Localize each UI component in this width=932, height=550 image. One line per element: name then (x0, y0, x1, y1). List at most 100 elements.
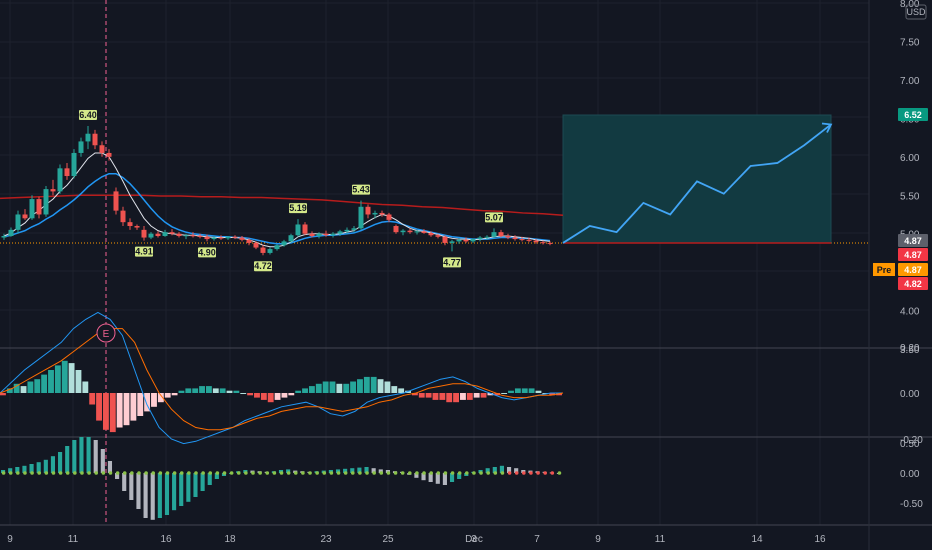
macd-axis[interactable]: 0.20 0.00 -0.20 (900, 343, 923, 446)
candle-body (50, 189, 56, 192)
oscillator-zero-dot (393, 471, 398, 475)
oscillator-zero-dot (350, 471, 355, 475)
oscillator-zero-dot (30, 471, 34, 475)
oscillator-bar (506, 467, 512, 473)
candle-body (113, 191, 119, 211)
oscillator-zero-dot (550, 471, 555, 475)
candle-body (267, 249, 273, 253)
oscillator-bar (65, 446, 70, 473)
oscillator-zero-dot (51, 471, 56, 475)
oscillator-zero-dot (44, 471, 49, 475)
candle-body (232, 236, 238, 238)
candle-body (176, 233, 182, 237)
macd-histogram-bar (260, 393, 267, 400)
oscillator-bar (186, 473, 191, 502)
macd-histogram-bar (68, 363, 75, 393)
candle-body (337, 231, 343, 234)
macd-histogram-bar (185, 388, 192, 393)
candle-body (309, 233, 315, 237)
oscillator-zero-dot (130, 471, 134, 475)
macd-histogram-bar (54, 365, 61, 393)
candle-body (512, 237, 518, 240)
price-tick: 4.00 (900, 307, 920, 318)
oscillator-zero-dot (343, 471, 348, 475)
oscillator-bar (200, 473, 205, 491)
macd-histogram-bar (212, 388, 219, 393)
price-tick: 7.50 (900, 37, 920, 48)
macd-histogram-bar (89, 393, 96, 405)
oscillator-indicator (1, 437, 562, 520)
oscillator-zero-dot (172, 471, 177, 475)
candle-body (449, 241, 455, 243)
oscillator-zero-dot (479, 471, 483, 475)
candle-body (127, 222, 133, 227)
macd-histogram-bar (178, 390, 185, 393)
projection-box[interactable] (562, 114, 832, 244)
candle-body (470, 239, 476, 242)
oscillator-zero-dot (286, 471, 291, 475)
oscillator-zero-dot (272, 471, 277, 475)
macd-indicator (0, 311, 564, 445)
oscillator-bar (86, 437, 91, 473)
oscillator-bar (364, 467, 369, 473)
osc-axis[interactable]: 0.50 0.00 -0.50 (900, 439, 923, 510)
macd-histogram-bar (308, 386, 315, 393)
high-label-bg (485, 212, 503, 223)
high-low-annotations: 6.40 5.19 5.43 5.07 4.91 4.90 4.72 4.77 (79, 110, 503, 272)
macd-histogram-bar (315, 383, 322, 393)
low-label: 4.90 (198, 247, 216, 257)
oscillator-zero-dot (450, 471, 455, 475)
macd-histogram-bar (377, 379, 384, 393)
oscillator-bar (22, 465, 27, 473)
candle-body (358, 206, 364, 229)
pre-market-tag (873, 263, 895, 276)
earnings-marker-letter: E (103, 329, 110, 340)
oscillator-bar (371, 468, 376, 473)
macd-histogram-bar (295, 390, 302, 393)
time-tick: 3 (471, 534, 477, 545)
oscillator-zero-dot (415, 471, 419, 475)
candle-body (323, 233, 329, 236)
oscillator-zero-dot (137, 471, 141, 475)
macd-histogram-bar (82, 381, 89, 393)
oscillator-zero-dot (194, 471, 198, 475)
time-tick: 11 (68, 534, 79, 545)
price-tick: 6.00 (900, 153, 920, 164)
macd-histogram-bar (267, 393, 274, 403)
macd-histogram-bar (34, 379, 41, 393)
macd-histogram-bar (123, 393, 130, 426)
oscillator-bar (449, 473, 455, 482)
ma-slow-line (0, 194, 564, 216)
oscillator-zero-dot (372, 471, 376, 475)
projection-path[interactable] (562, 122, 833, 244)
macd-histogram-bar (473, 393, 480, 398)
oscillator-zero-dot (122, 471, 127, 475)
macd-histogram-bar (357, 379, 363, 393)
oscillator-zero-dot (80, 471, 84, 475)
macd-histogram-bar (41, 374, 48, 393)
candle-body (211, 237, 217, 240)
candle-body (547, 242, 553, 244)
osc-tick: -0.50 (900, 499, 923, 510)
oscillator-zero-dot (301, 471, 305, 475)
earnings-marker[interactable]: E (96, 323, 116, 343)
macd-histogram-bar (501, 393, 508, 394)
macd-tick: 0.20 (900, 343, 920, 354)
price-badge (898, 263, 928, 276)
candle-body (414, 231, 420, 233)
oscillator-bar (79, 437, 84, 473)
low-label: 4.77 (443, 257, 461, 267)
macd-histogram-bar (460, 393, 466, 400)
macd-histogram-bar (130, 393, 137, 421)
macd-histogram-bar (48, 370, 54, 393)
currency-text: USD (906, 7, 926, 17)
oscillator-bar (421, 473, 426, 481)
macd-histogram-bar (164, 393, 171, 398)
macd-histogram-bar (281, 393, 288, 398)
macd-histogram-bar (508, 390, 514, 393)
pre-market-label: Pre (877, 265, 892, 275)
